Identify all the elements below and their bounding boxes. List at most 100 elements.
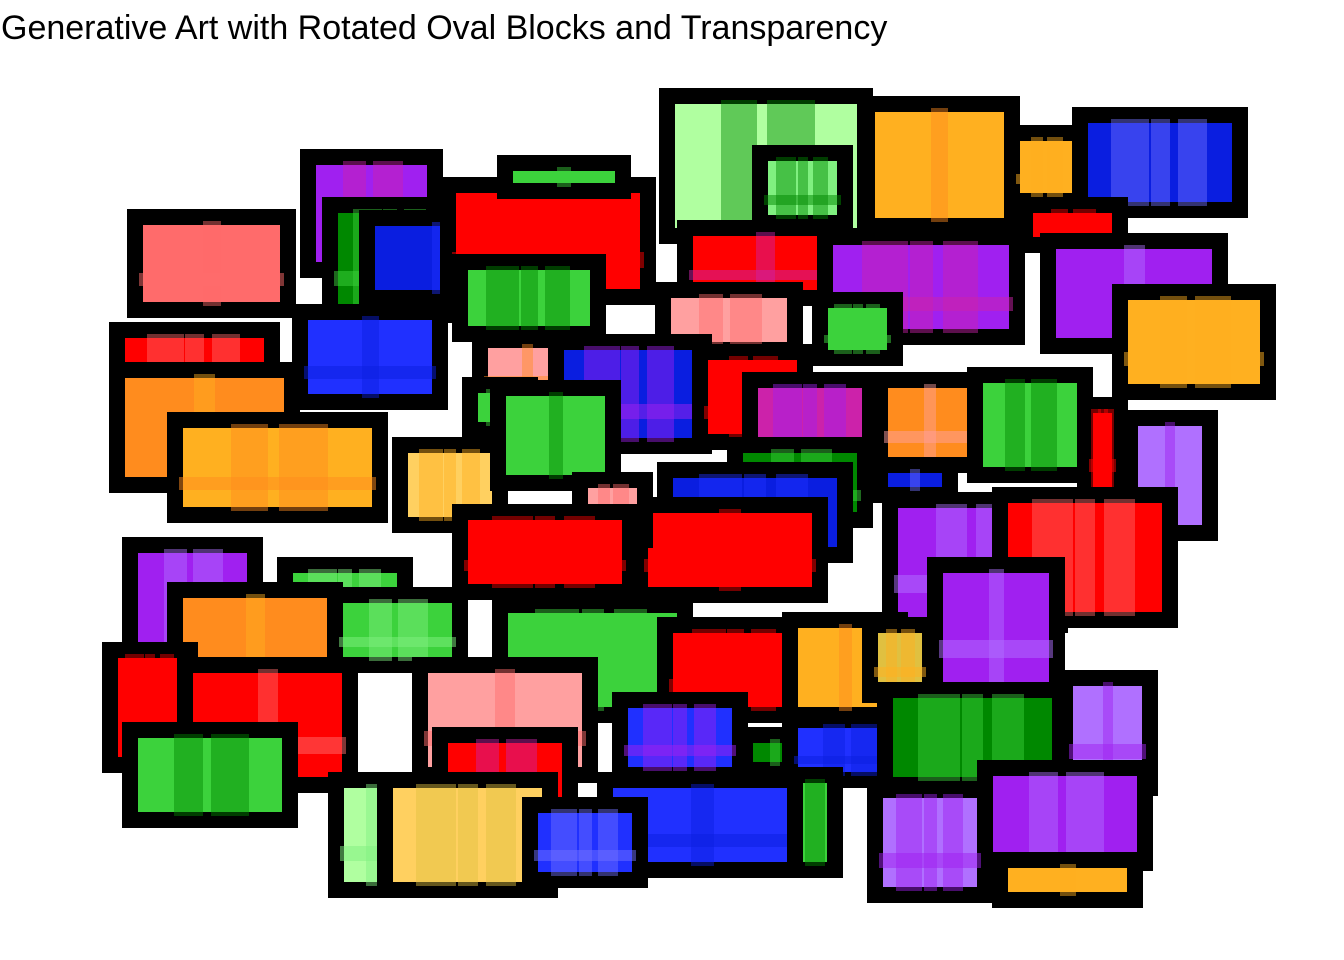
art-block-rect bbox=[967, 367, 1093, 483]
art-block bbox=[127, 209, 296, 318]
art-block bbox=[327, 587, 468, 673]
art-block-accent bbox=[145, 654, 155, 761]
art-block-accent bbox=[598, 809, 618, 876]
art-block bbox=[967, 367, 1093, 483]
art-block bbox=[167, 582, 343, 673]
art-block bbox=[992, 852, 1143, 908]
art-block-accent bbox=[1060, 864, 1076, 896]
art-block-accent bbox=[924, 794, 937, 891]
art-block-rect bbox=[167, 412, 388, 523]
art-block-accent bbox=[896, 794, 922, 891]
art-block-band bbox=[689, 270, 841, 280]
art-block-accent bbox=[1104, 499, 1135, 616]
art-block bbox=[122, 722, 298, 828]
art-block-rect bbox=[122, 722, 298, 828]
art-block-rect bbox=[497, 155, 631, 199]
art-block-accent bbox=[1075, 499, 1095, 616]
art-block-rect bbox=[812, 292, 903, 366]
art-block bbox=[872, 457, 958, 503]
art-block-band bbox=[874, 667, 926, 677]
art-block-band bbox=[534, 850, 636, 861]
art-block-accent bbox=[910, 469, 920, 491]
art-block-accent bbox=[815, 779, 825, 866]
art-block-accent bbox=[813, 157, 828, 219]
art-block bbox=[752, 145, 853, 231]
art-block-rect bbox=[127, 209, 296, 318]
art-block-accent bbox=[564, 516, 595, 588]
art-block-accent bbox=[1047, 137, 1063, 197]
art-block-accent bbox=[486, 784, 516, 886]
art-block-accent bbox=[924, 384, 936, 461]
art-block-accent bbox=[203, 221, 221, 306]
art-block-accent bbox=[557, 167, 571, 187]
art-block-band bbox=[1124, 352, 1264, 366]
art-block-accent bbox=[834, 304, 852, 354]
art-block-accent bbox=[943, 241, 978, 333]
art-block-accent bbox=[1031, 137, 1043, 197]
art-block-accent bbox=[918, 694, 960, 781]
art-block bbox=[977, 760, 1153, 871]
art-block-band bbox=[1089, 459, 1116, 472]
art-block-band bbox=[669, 679, 801, 692]
art-block bbox=[167, 412, 388, 523]
art-block bbox=[1072, 107, 1248, 218]
art-block bbox=[872, 372, 988, 473]
art-block-accent bbox=[1178, 119, 1207, 206]
art-block bbox=[612, 692, 748, 783]
art-block bbox=[522, 797, 648, 888]
art-block bbox=[292, 304, 448, 410]
art-block-accent bbox=[492, 516, 533, 588]
art-block-accent bbox=[1005, 379, 1025, 471]
art-block bbox=[490, 380, 621, 491]
art-block-rect bbox=[522, 797, 648, 888]
art-block-band bbox=[824, 335, 891, 343]
art-block-accent bbox=[1104, 409, 1114, 491]
art-block-accent bbox=[694, 704, 716, 771]
art-block-band bbox=[764, 195, 841, 205]
art-block-rect bbox=[632, 497, 828, 603]
art-block-accent bbox=[824, 384, 846, 451]
art-block bbox=[1004, 125, 1088, 209]
art-block-band bbox=[794, 756, 906, 764]
art-block-band bbox=[139, 273, 284, 286]
art-block-accent bbox=[719, 509, 741, 591]
art-block-accent bbox=[691, 784, 714, 866]
art-block-rect bbox=[1072, 107, 1248, 218]
art-block bbox=[1077, 397, 1128, 503]
art-block-accent bbox=[1165, 422, 1175, 529]
art-block-band bbox=[304, 366, 436, 379]
art-block-rect bbox=[859, 96, 1020, 234]
art-block-accent bbox=[1151, 119, 1170, 206]
art-block-band bbox=[939, 640, 1053, 658]
art-block-accent bbox=[545, 266, 570, 330]
art-block-accent bbox=[647, 346, 674, 442]
art-block-accent bbox=[362, 316, 379, 398]
art-block-accent bbox=[462, 449, 480, 521]
art-block-accent bbox=[398, 599, 428, 661]
art-block-accent bbox=[444, 449, 456, 521]
art-block-accent bbox=[231, 424, 268, 511]
art-block-band bbox=[879, 853, 981, 868]
art-block-rect bbox=[977, 760, 1153, 871]
art-block-accent bbox=[416, 784, 456, 886]
art-block bbox=[787, 767, 843, 878]
art-block-accent bbox=[1103, 682, 1113, 784]
art-block-band bbox=[884, 431, 976, 443]
art-block-rect bbox=[327, 587, 468, 673]
art-block-accent bbox=[1160, 296, 1187, 388]
art-block-accent bbox=[359, 569, 381, 591]
art-block-accent bbox=[579, 809, 592, 876]
art-block bbox=[867, 782, 993, 903]
art-block-accent bbox=[211, 734, 249, 816]
art-block-band bbox=[464, 560, 626, 571]
art-block-accent bbox=[839, 624, 852, 711]
art-block-accent bbox=[721, 100, 757, 232]
art-block-rect bbox=[992, 852, 1143, 908]
art-block bbox=[1112, 284, 1276, 400]
art-block-accent bbox=[962, 694, 983, 781]
art-block-rect bbox=[1112, 284, 1276, 400]
art-block-accent bbox=[673, 704, 687, 771]
art-block-rect bbox=[452, 504, 638, 600]
art-block-accent bbox=[866, 304, 880, 354]
